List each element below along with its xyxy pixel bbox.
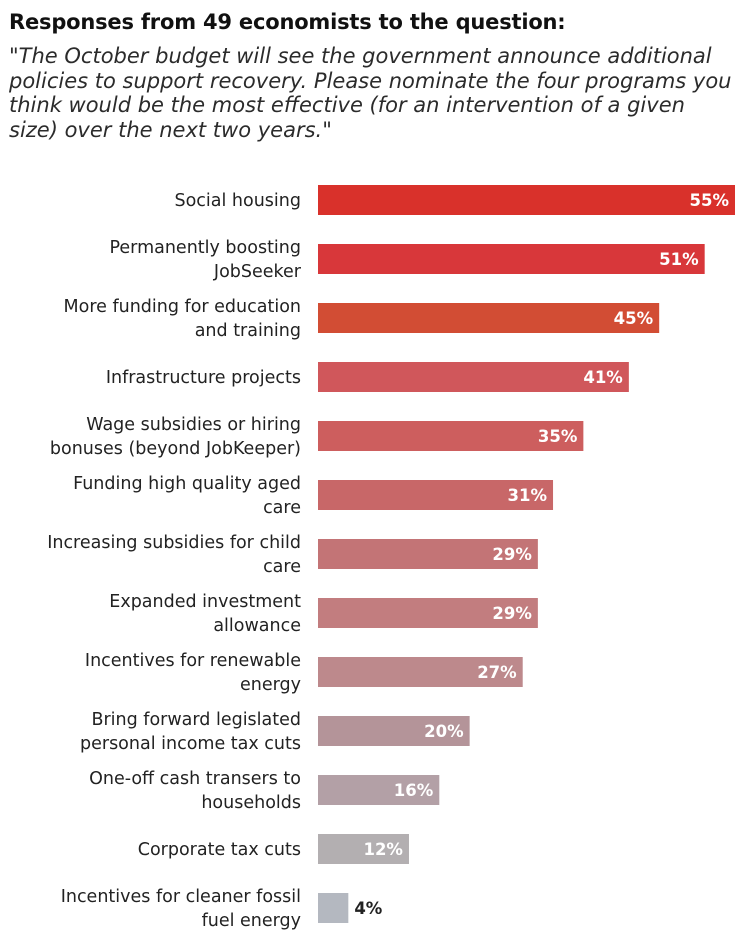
- category-label-2-line-1: and training: [195, 321, 301, 341]
- value-label-2: 45%: [614, 309, 654, 328]
- category-label-12-line-1: fuel energy: [202, 911, 301, 931]
- bar-2: [318, 303, 660, 333]
- category-label-5-line-0: Funding high quality aged: [73, 474, 301, 494]
- value-label-6: 29%: [492, 545, 532, 564]
- value-label-9: 20%: [424, 722, 464, 741]
- bar-4: [318, 421, 584, 451]
- category-label-10-line-1: households: [201, 793, 301, 813]
- category-label-1-line-0: Permanently boosting: [109, 238, 301, 258]
- category-label-9-line-1: personal income tax cuts: [80, 734, 301, 754]
- bar-11: [318, 834, 409, 864]
- value-label-0: 55%: [690, 191, 730, 210]
- bar-12: [318, 893, 349, 923]
- value-label-11: 12%: [363, 840, 403, 859]
- value-label-1: 51%: [659, 250, 699, 269]
- category-label-1-line-1: JobSeeker: [213, 262, 302, 282]
- bar-9: [318, 716, 470, 746]
- category-label-7-line-1: allowance: [213, 616, 301, 636]
- value-label-7: 29%: [492, 604, 532, 623]
- chart-title: Responses from 49 economists to the ques…: [9, 10, 566, 34]
- category-label-10-line-0: One-off cash transers to: [89, 769, 301, 789]
- bar-1: [318, 244, 705, 274]
- bar-3: [318, 362, 629, 392]
- category-label-3-line-0: Infrastructure projects: [106, 368, 301, 388]
- category-label-7-line-0: Expanded investment: [109, 592, 301, 612]
- bar-7: [318, 598, 538, 628]
- bar-5: [318, 480, 554, 510]
- chart-subtitle: "The October budget will see the governm…: [9, 44, 732, 142]
- category-label-8-line-0: Incentives for renewable: [85, 651, 301, 671]
- bar-0: [318, 185, 735, 215]
- category-label-0-line-0: Social housing: [174, 191, 301, 211]
- value-label-3: 41%: [583, 368, 623, 387]
- bar-8: [318, 657, 523, 687]
- category-label-12-line-0: Incentives for cleaner fossil: [61, 887, 301, 907]
- value-label-12: 4%: [354, 899, 382, 918]
- category-label-2-line-0: More funding for education: [64, 297, 301, 317]
- category-label-9-line-0: Bring forward legislated: [91, 710, 301, 730]
- category-label-11-line-0: Corporate tax cuts: [138, 840, 301, 860]
- value-label-8: 27%: [477, 663, 517, 682]
- category-label-6-line-1: care: [263, 557, 301, 577]
- value-label-5: 31%: [508, 486, 548, 505]
- bar-10: [318, 775, 440, 805]
- category-label-5-line-1: care: [263, 498, 301, 518]
- category-label-4-line-1: bonuses (beyond JobKeeper): [50, 439, 301, 459]
- category-label-8-line-1: energy: [240, 675, 301, 695]
- category-label-6-line-0: Increasing subsidies for child: [47, 533, 301, 553]
- category-label-4-line-0: Wage subsidies or hiring: [86, 415, 301, 435]
- bar-6: [318, 539, 538, 569]
- value-label-4: 35%: [538, 427, 578, 446]
- value-label-10: 16%: [394, 781, 434, 800]
